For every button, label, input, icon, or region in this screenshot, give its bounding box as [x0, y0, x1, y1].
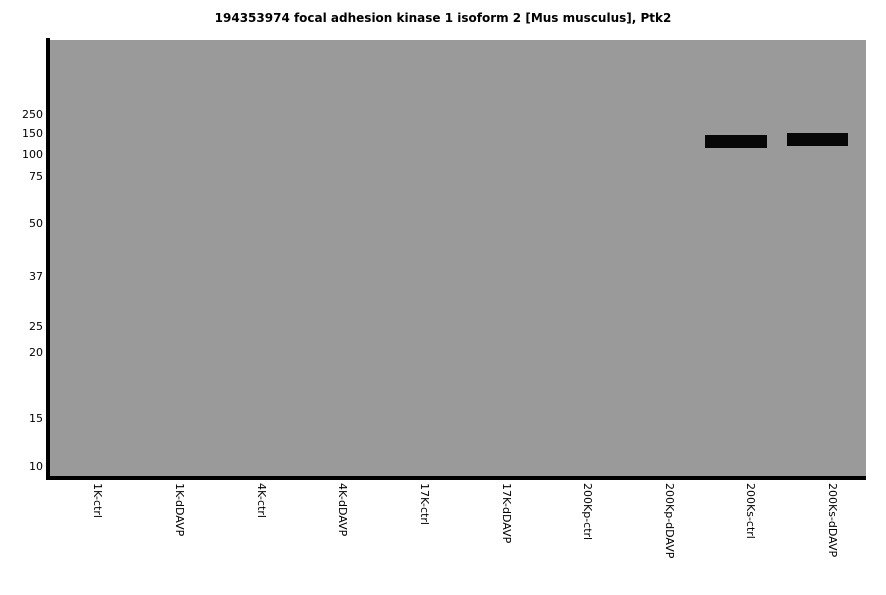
x-axis-tick-4K-dDAVP: 4K-dDAVP [336, 483, 349, 537]
x-axis-spine [46, 476, 866, 480]
y-axis-tick-250: 250 [22, 108, 43, 121]
blot-band-200Ks-dDAVP[interactable] [787, 133, 848, 146]
y-axis-tick-25: 25 [29, 320, 43, 333]
blot-band-200Ks-ctrl[interactable] [705, 135, 767, 148]
x-axis-tick-1K-ctrl: 1K-ctrl [91, 483, 104, 518]
x-axis-tick-200Kp-dDAVP: 200Kp-dDAVP [663, 483, 676, 559]
y-axis-tick-75: 75 [29, 170, 43, 183]
y-axis-tick-20: 20 [29, 346, 43, 359]
x-axis-tick-200Ks-ctrl: 200Ks-ctrl [744, 483, 757, 539]
x-axis-tick-17K-ctrl: 17K-ctrl [418, 483, 431, 525]
gel-plot-area[interactable] [50, 40, 866, 477]
y-axis-spine [46, 38, 50, 480]
y-axis-tick-150: 150 [22, 127, 43, 140]
y-axis-tick-37: 37 [29, 270, 43, 283]
x-axis-tick-17K-dDAVP: 17K-dDAVP [500, 483, 513, 544]
y-axis-tick-100: 100 [22, 148, 43, 161]
y-axis-tick-10: 10 [29, 460, 43, 473]
y-axis-tick-50: 50 [29, 217, 43, 230]
x-axis-tick-1K-dDAVP: 1K-dDAVP [173, 483, 186, 537]
x-axis-tick-200Kp-ctrl: 200Kp-ctrl [581, 483, 594, 541]
y-axis-tick-15: 15 [29, 412, 43, 425]
page-title: 194353974 focal adhesion kinase 1 isofor… [214, 11, 672, 25]
x-axis-tick-4K-ctrl: 4K-ctrl [255, 483, 268, 518]
x-axis-tick-200Ks-dDAVP: 200Ks-dDAVP [826, 483, 839, 558]
y-axis-tick-labels: 250 150 100 75 50 37 25 20 15 10 [0, 0, 46, 595]
